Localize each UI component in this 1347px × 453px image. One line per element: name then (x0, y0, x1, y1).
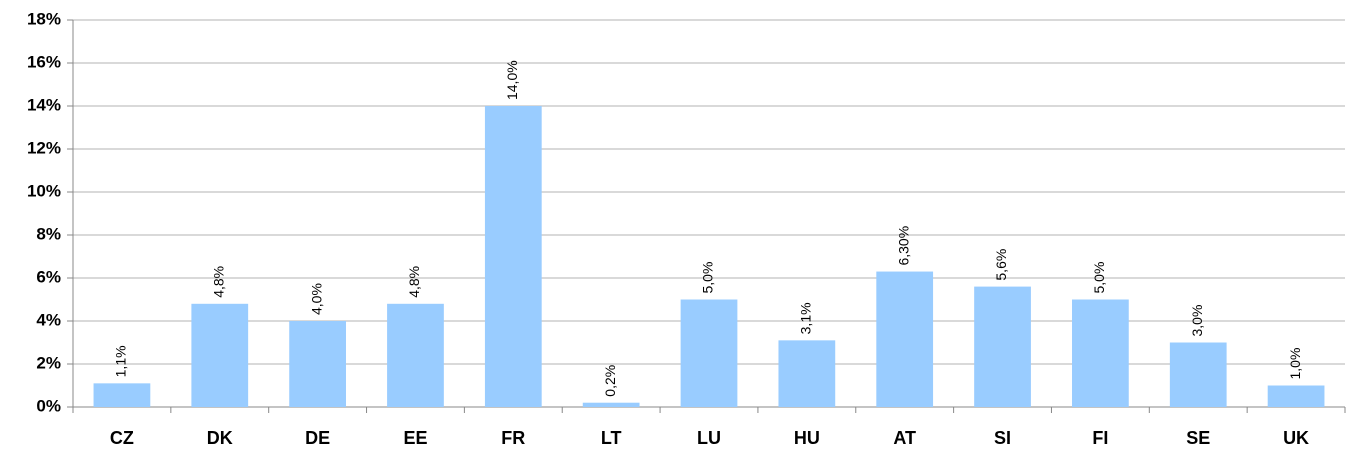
y-tick-label: 18% (27, 9, 61, 28)
x-tick-label: DK (207, 428, 233, 448)
value-label: 4,8% (210, 266, 226, 298)
x-tick-label: AT (893, 428, 916, 448)
value-label: 14,0% (504, 60, 520, 100)
x-tick-label: UK (1283, 428, 1309, 448)
value-label: 3,0% (1189, 305, 1205, 337)
bar (289, 321, 346, 407)
x-tick-label: HU (794, 428, 820, 448)
value-label: 4,0% (308, 283, 324, 315)
bar (387, 303, 444, 407)
value-label: 1,0% (1287, 348, 1303, 380)
bar (484, 106, 542, 407)
value-label: 4,8% (406, 266, 422, 298)
x-tick-label: SI (994, 428, 1011, 448)
y-tick-label: 4% (36, 310, 61, 329)
y-tick-label: 2% (36, 353, 61, 372)
value-label: 5,0% (700, 262, 716, 294)
x-tick-label: EE (403, 428, 427, 448)
value-label: 3,1% (798, 302, 814, 334)
y-tick-label: 14% (27, 95, 61, 114)
bar (680, 299, 738, 407)
value-label: 5,0% (1091, 262, 1107, 294)
bar (582, 402, 640, 407)
x-tick-label: FI (1092, 428, 1108, 448)
bar (778, 340, 836, 407)
x-tick-label: SE (1186, 428, 1210, 448)
value-label: 0,2% (602, 365, 618, 397)
y-tick-label: 12% (27, 138, 61, 157)
x-tick-label: LU (697, 428, 721, 448)
bar (191, 303, 249, 407)
value-label: 1,1% (113, 345, 129, 377)
y-tick-label: 6% (36, 267, 61, 286)
x-tick-label: DE (305, 428, 330, 448)
value-label: 6,30% (895, 226, 911, 266)
bar (93, 383, 151, 407)
bar (1072, 299, 1129, 407)
bar (1169, 342, 1227, 407)
y-tick-label: 8% (36, 224, 61, 243)
y-tick-label: 10% (27, 181, 61, 200)
x-tick-label: FR (501, 428, 525, 448)
value-label: 5,6% (993, 249, 1009, 281)
bar (876, 271, 934, 407)
y-tick-label: 16% (27, 52, 61, 71)
bar (974, 286, 1031, 407)
bar (1267, 385, 1325, 407)
y-tick-label: 0% (36, 396, 61, 415)
x-tick-label: CZ (110, 428, 134, 448)
x-tick-label: LT (601, 428, 622, 448)
